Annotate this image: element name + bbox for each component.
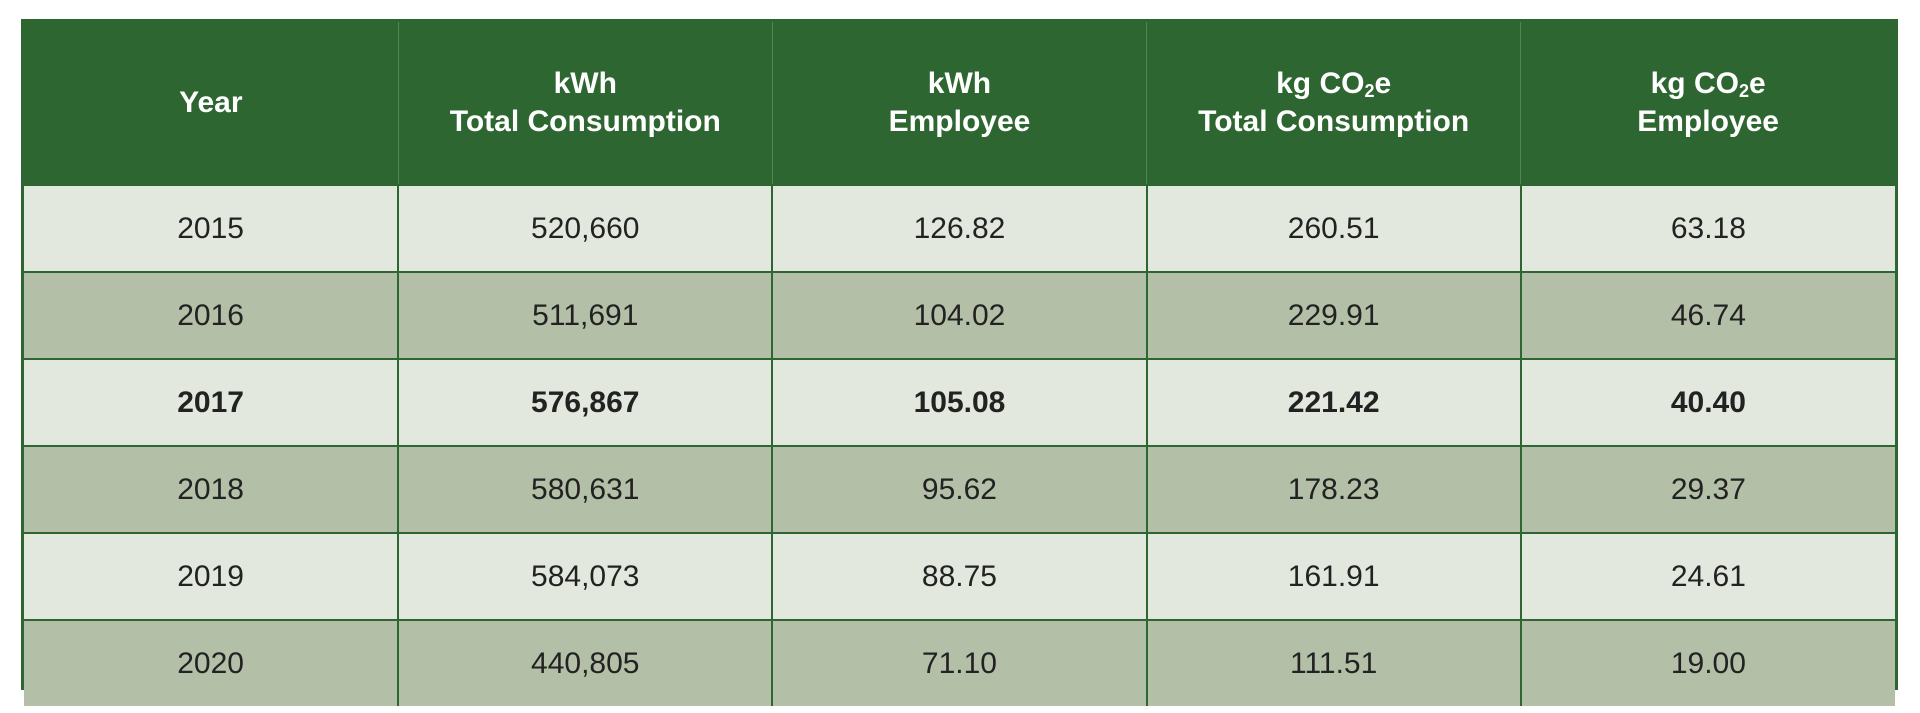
cell-co2-employee: 19.00 [1519, 619, 1895, 706]
column-header-co2-total: kg CO2e Total Consumption [1146, 22, 1521, 185]
header-label: Total Consumption [449, 105, 721, 138]
table-row: 2019 584,073 88.75 161.91 24.61 [24, 532, 1895, 620]
table-row: 2018 580,631 95.62 178.23 29.37 [24, 445, 1895, 533]
cell-kwh-total: 440,805 [397, 619, 773, 706]
header-unit: kg CO2e [1651, 67, 1766, 100]
column-header-co2-employee: kg CO2e Employee [1520, 22, 1895, 185]
cell-co2-employee: 29.37 [1519, 445, 1895, 533]
table-row: 2020 440,805 71.10 111.51 19.00 [24, 619, 1895, 706]
cell-co2-total: 111.51 [1145, 619, 1521, 706]
cell-co2-employee: 24.61 [1519, 532, 1895, 620]
cell-kwh-total: 576,867 [397, 358, 773, 446]
cell-kwh-total: 511,691 [397, 271, 773, 359]
cell-kwh-employee: 126.82 [771, 184, 1147, 272]
header-row: Year kWh Total Consumption kWh Employee … [24, 22, 1895, 185]
cell-year: 2015 [24, 184, 399, 272]
energy-consumption-table: Year kWh Total Consumption kWh Employee … [21, 19, 1898, 706]
header-label: Total Consumption [1198, 105, 1470, 138]
header-unit-suffix: e [1374, 67, 1392, 100]
cell-kwh-employee: 104.02 [771, 271, 1147, 359]
header-label: Year [179, 86, 243, 119]
cell-kwh-employee: 105.08 [771, 358, 1147, 446]
cell-kwh-total: 584,073 [397, 532, 773, 620]
header-unit: kWh [553, 67, 617, 100]
cell-year: 2017 [24, 358, 399, 446]
cell-kwh-employee: 71.10 [771, 619, 1147, 706]
header-unit-prefix: kg CO [1276, 67, 1365, 100]
cell-co2-employee: 46.74 [1519, 271, 1895, 359]
cell-co2-employee: 40.40 [1519, 358, 1895, 446]
column-header-kwh-employee: kWh Employee [771, 22, 1147, 185]
cell-year: 2020 [24, 619, 399, 706]
header-unit-subscript: 2 [1364, 81, 1375, 101]
table-row: 2015 520,660 126.82 260.51 63.18 [24, 184, 1895, 272]
cell-kwh-total: 520,660 [397, 184, 773, 272]
cell-co2-total: 221.42 [1145, 358, 1521, 446]
cell-year: 2019 [24, 532, 399, 620]
cell-kwh-employee: 88.75 [771, 532, 1147, 620]
table-body: 2015 520,660 126.82 260.51 63.18 2016 51… [24, 184, 1895, 706]
header-unit: kg CO2e [1276, 67, 1391, 100]
column-header-year: Year [24, 22, 399, 185]
header-unit: kWh [927, 67, 992, 100]
cell-kwh-total: 580,631 [397, 445, 773, 533]
cell-co2-total: 229.91 [1145, 271, 1521, 359]
cell-co2-employee: 63.18 [1519, 184, 1895, 272]
cell-kwh-employee: 95.62 [771, 445, 1147, 533]
header-label: Employee [888, 105, 1031, 138]
column-header-kwh-total: kWh Total Consumption [397, 22, 773, 185]
header-unit-suffix: e [1748, 67, 1766, 100]
table-row-highlighted: 2017 576,867 105.08 221.42 40.40 [24, 358, 1895, 446]
table-row: 2016 511,691 104.02 229.91 46.74 [24, 271, 1895, 359]
cell-year: 2018 [24, 445, 399, 533]
cell-co2-total: 161.91 [1145, 532, 1521, 620]
header-unit-prefix: kg CO [1650, 67, 1739, 100]
data-table: Year kWh Total Consumption kWh Employee … [24, 22, 1895, 706]
header-label: Employee [1637, 105, 1779, 138]
cell-year: 2016 [24, 271, 399, 359]
table-header: Year kWh Total Consumption kWh Employee … [24, 22, 1895, 185]
header-unit-subscript: 2 [1738, 81, 1749, 101]
cell-co2-total: 178.23 [1145, 445, 1521, 533]
cell-co2-total: 260.51 [1145, 184, 1521, 272]
